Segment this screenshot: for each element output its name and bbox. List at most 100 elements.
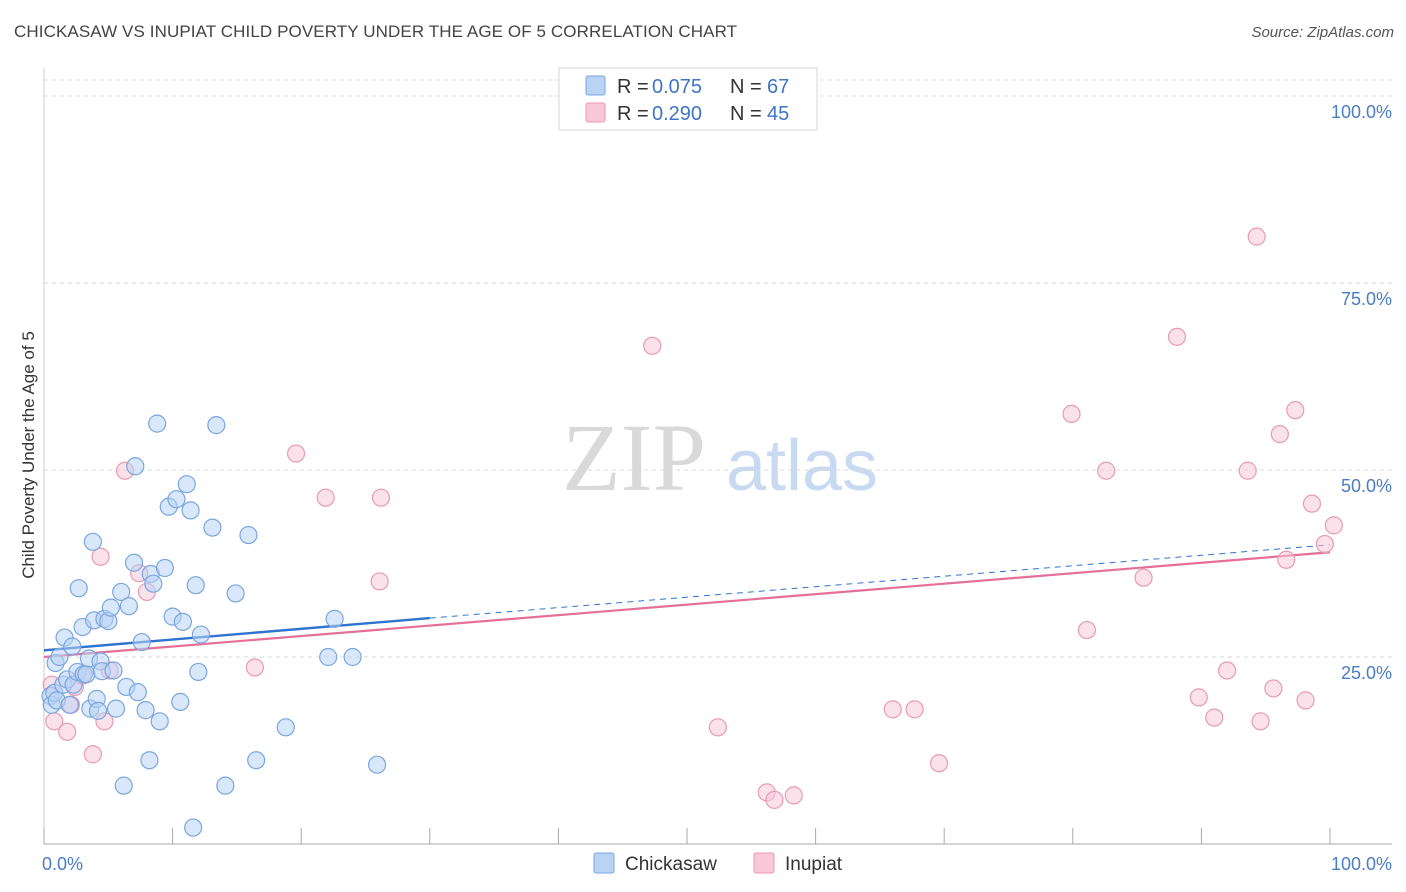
chickasaw-point-57 xyxy=(207,416,226,435)
inupiat-point-18 xyxy=(643,336,662,355)
chickasaw-point-37 xyxy=(132,632,151,652)
chickasaw-point-39 xyxy=(140,751,159,770)
inupiat-trend-line xyxy=(43,551,1331,659)
inupiat-point-7 xyxy=(91,547,110,566)
chickasaw-point-48 xyxy=(171,692,190,711)
inupiat-point-30 xyxy=(1167,327,1187,346)
chickasaw-point-53 xyxy=(186,576,205,595)
inupiat-point-32 xyxy=(1205,708,1224,727)
watermark: ZIP atlas xyxy=(562,404,878,511)
legend-n-value-chickasaw: 67 xyxy=(767,76,789,98)
inupiat-point-38 xyxy=(1277,550,1296,569)
inupiat-point-44 xyxy=(1296,691,1315,710)
chickasaw-point-44 xyxy=(155,558,174,578)
watermark-atlas: atlas xyxy=(726,426,878,506)
inupiat-points xyxy=(42,227,1343,809)
inupiat-point-2 xyxy=(58,722,77,741)
chickasaw-point-65 xyxy=(343,647,362,667)
chickasaw-point-43 xyxy=(150,712,169,731)
inupiat-point-42 xyxy=(1324,516,1343,535)
chickasaw-point-62 xyxy=(276,718,295,737)
x-tick-label-min: 0.0% xyxy=(42,854,83,874)
chickasaw-point-27 xyxy=(101,598,120,617)
y-tick-labels: 25.0% 50.0% 75.0% 100.0% xyxy=(1331,102,1392,683)
chickasaw-point-19 xyxy=(83,532,102,551)
y-tick-label-75: 75.0% xyxy=(1341,289,1392,309)
y-tick-label-50: 50.0% xyxy=(1341,476,1392,496)
bottom-legend-label-inupiat: Inupiat xyxy=(785,854,843,875)
chickasaw-point-52 xyxy=(184,818,203,837)
chickasaw-point-66 xyxy=(367,755,387,774)
bottom-legend-swatch-chickasaw xyxy=(593,852,615,874)
inupiat-point-13 xyxy=(286,444,306,463)
inupiat-point-23 xyxy=(883,700,902,719)
chickasaw-point-28 xyxy=(104,661,123,680)
chickasaw-point-63 xyxy=(319,647,338,667)
x-tick-labels: 0.0% 100.0% xyxy=(42,854,1392,874)
trend-lines xyxy=(43,544,1331,659)
legend-swatch-inupiat xyxy=(585,102,606,123)
inupiat-point-25 xyxy=(929,754,949,773)
inupiat-point-15 xyxy=(370,572,389,591)
inupiat-point-34 xyxy=(1238,461,1257,480)
chickasaw-point-31 xyxy=(114,776,133,795)
legend-r-value-chickasaw: 0.075 xyxy=(652,76,702,98)
chickasaw-point-42 xyxy=(148,414,167,433)
inupiat-point-35 xyxy=(1247,227,1266,246)
inupiat-point-31 xyxy=(1189,688,1208,707)
inupiat-point-26 xyxy=(1062,404,1081,423)
y-tick-label-25: 25.0% xyxy=(1341,663,1392,683)
legend: R = 0.075 N = 67 R = 0.290 N = 45 xyxy=(558,67,818,131)
chickasaw-point-41 xyxy=(144,574,163,593)
inupiat-point-24 xyxy=(905,700,924,719)
legend-r-label-inupiat: R = xyxy=(617,103,649,125)
chickasaw-point-59 xyxy=(239,525,258,545)
inupiat-point-6 xyxy=(83,745,102,764)
chickasaw-point-34 xyxy=(124,553,144,572)
chickasaw-point-36 xyxy=(128,683,147,702)
chickasaw-point-47 xyxy=(167,490,186,509)
legend-swatch-chickasaw xyxy=(585,75,606,96)
chickasaw-point-60 xyxy=(226,584,245,603)
inupiat-point-27 xyxy=(1077,620,1097,640)
bottom-legend-swatch-inupiat xyxy=(753,852,775,874)
grid-lines xyxy=(44,79,1392,658)
bottom-legend: Chickasaw Inupiat xyxy=(593,852,843,875)
chickasaw-point-16 xyxy=(77,665,96,684)
chickasaw-point-50 xyxy=(177,475,196,494)
inupiat-point-17 xyxy=(245,658,265,677)
y-tick-label-100: 100.0% xyxy=(1331,102,1392,122)
chickasaw-trend-line xyxy=(43,616,430,652)
legend-n-value-inupiat: 45 xyxy=(767,103,789,125)
x-tick-label-max: 100.0% xyxy=(1331,854,1392,874)
inupiat-point-43 xyxy=(1264,679,1283,698)
chickasaw-point-56 xyxy=(203,518,222,537)
chickasaw-points xyxy=(41,414,387,837)
chickasaw-point-61 xyxy=(247,751,266,770)
y-axis-label: Child Poverty Under the Age of 5 xyxy=(19,331,38,579)
chickasaw-point-58 xyxy=(216,776,235,795)
legend-n-label-chickasaw: N = xyxy=(730,76,762,98)
chart-source: Source: ZipAtlas.com xyxy=(1251,24,1394,41)
chickasaw-trend-extension xyxy=(429,544,1331,619)
chickasaw-point-35 xyxy=(126,457,145,476)
chickasaw-point-38 xyxy=(136,701,155,720)
inupiat-point-29 xyxy=(1134,568,1153,587)
inupiat-point-21 xyxy=(765,790,784,809)
inupiat-point-14 xyxy=(316,488,335,507)
chickasaw-point-5 xyxy=(50,647,69,667)
inupiat-point-28 xyxy=(1097,461,1116,480)
chart-title: CHICKASAW VS INUPIAT CHILD POVERTY UNDER… xyxy=(14,22,738,41)
inupiat-point-39 xyxy=(1286,401,1305,420)
bottom-legend-label-chickasaw: Chickasaw xyxy=(625,854,717,875)
chickasaw-point-29 xyxy=(106,699,126,718)
chickasaw-point-64 xyxy=(325,609,344,628)
chickasaw-point-49 xyxy=(173,612,192,631)
inupiat-point-37 xyxy=(1270,424,1289,444)
chickasaw-point-30 xyxy=(112,582,131,602)
chickasaw-point-13 xyxy=(69,579,88,598)
axes xyxy=(43,68,1392,845)
legend-r-value-inupiat: 0.290 xyxy=(652,103,702,125)
chickasaw-point-55 xyxy=(191,625,210,644)
